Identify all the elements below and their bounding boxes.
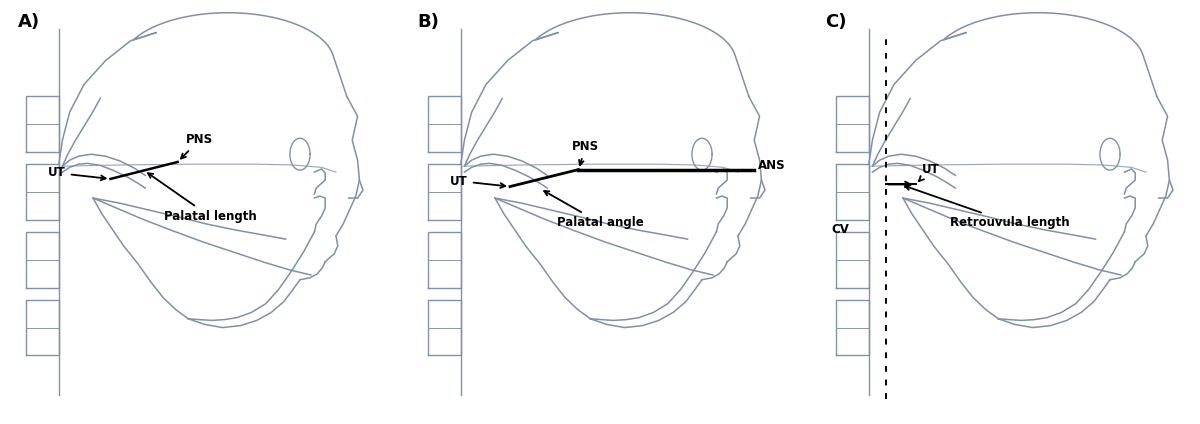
Text: A): A) <box>18 13 40 31</box>
Text: PNS: PNS <box>572 140 599 165</box>
Text: C): C) <box>826 13 847 31</box>
Text: UT: UT <box>48 167 106 180</box>
Text: UT: UT <box>919 163 940 181</box>
Text: Palatal length: Palatal length <box>148 173 257 223</box>
Text: Retrouvula length: Retrouvula length <box>905 185 1070 229</box>
Text: UT: UT <box>450 175 505 188</box>
Text: Palatal angle: Palatal angle <box>544 191 643 229</box>
Text: ANS: ANS <box>758 159 786 172</box>
Text: B): B) <box>418 13 439 31</box>
Text: PNS: PNS <box>181 133 214 159</box>
Text: CV: CV <box>832 223 848 236</box>
